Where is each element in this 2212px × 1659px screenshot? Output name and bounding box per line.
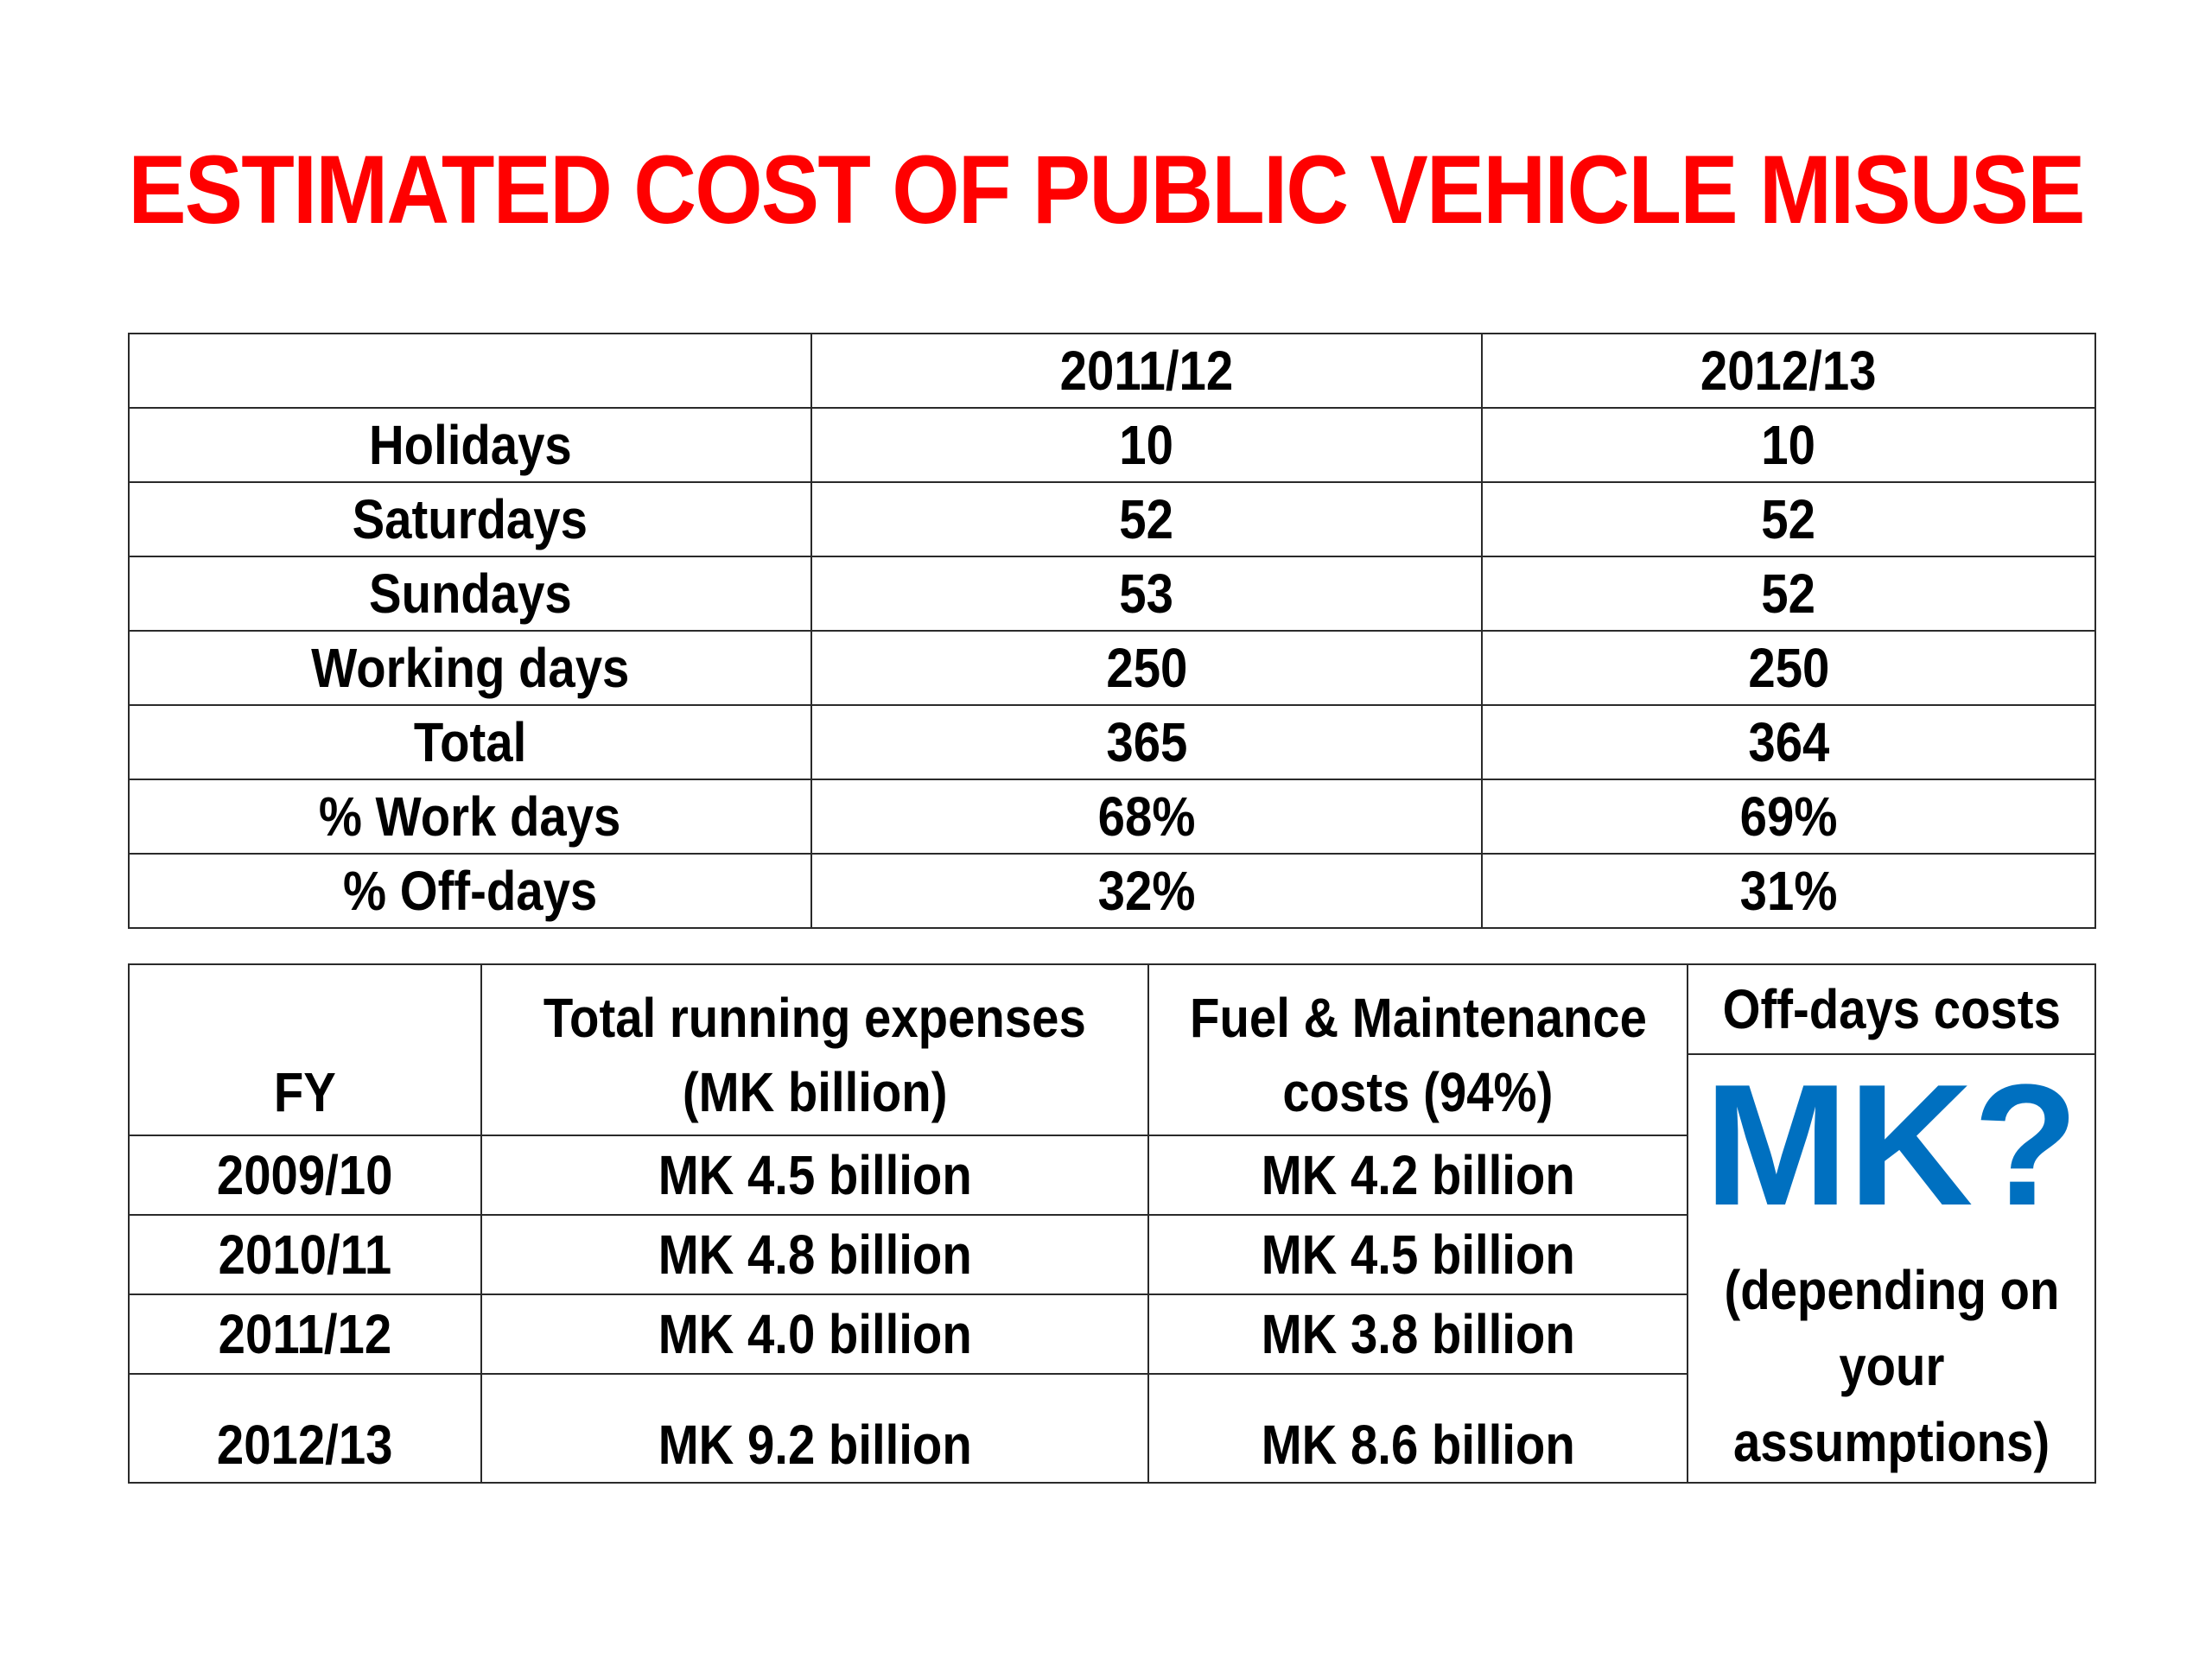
table-row: Total 365 364 [128, 704, 2096, 780]
cell-value: 31% [1481, 853, 2096, 929]
cell-value: 69% [1481, 779, 2096, 855]
table-row: 2012/13 MK 9.2 billion MK 8.6 billion [128, 1373, 2095, 1484]
table-row: 2010/11 MK 4.8 billion MK 4.5 billion [128, 1214, 2095, 1295]
cell-value: 10 [810, 407, 1483, 483]
cell-fy: 2011/12 [128, 1294, 482, 1375]
cell-value: 68% [810, 779, 1483, 855]
row-label: % Work days [128, 779, 812, 855]
row-label: Total [128, 704, 812, 780]
row-label: Sundays [128, 556, 812, 632]
table-row: Holidays 10 10 [128, 407, 2096, 483]
header-fy: FY [128, 963, 482, 1136]
table-row: % Work days 68% 69% [128, 779, 2096, 855]
header-cell: 2012/13 [1481, 333, 2096, 409]
cell-value: 53 [810, 556, 1483, 632]
cell-running: MK 4.5 billion [480, 1135, 1149, 1216]
header-fuel-maintenance: Fuel & Maintenance costs (94%) [1147, 963, 1688, 1136]
offdays-note: (depending on your assumptions) [1724, 1259, 2059, 1473]
header-offdays-costs: Off-days costs [1687, 963, 2096, 1055]
table-row: Working days 250 250 [128, 630, 2096, 706]
header-cell: 2011/12 [810, 333, 1483, 409]
cell-value: 365 [810, 704, 1483, 780]
cell-fuel: MK 8.6 billion [1147, 1373, 1688, 1484]
table-row: Saturdays 52 52 [128, 481, 2096, 557]
offdays-cost-cell: MK? (depending on your assumptions) [1687, 1049, 2096, 1484]
row-label: % Off-days [128, 853, 812, 929]
cell-running: MK 4.0 billion [480, 1294, 1149, 1375]
days-table: 2011/12 2012/13 Holidays 10 10 Saturdays… [128, 333, 2096, 929]
cell-value: 10 [1481, 407, 2096, 483]
row-label: Holidays [128, 407, 812, 483]
table-row: 2009/10 MK 4.5 billion MK 4.2 billion [128, 1135, 2095, 1216]
cell-running: MK 9.2 billion [480, 1373, 1149, 1484]
cell-fy: 2012/13 [128, 1373, 482, 1484]
table-row: 2011/12 MK 4.0 billion MK 3.8 billion [128, 1294, 2095, 1375]
cell-value: 250 [1481, 630, 2096, 706]
row-label: Saturdays [128, 481, 812, 557]
table-row: % Off-days 32% 31% [128, 853, 2096, 929]
cell-fuel: MK 3.8 billion [1147, 1294, 1688, 1375]
slide-title: ESTIMATED COST OF PUBLIC VEHICLE MISUSE [128, 136, 2085, 244]
cell-value: 364 [1481, 704, 2096, 780]
header-cell [128, 333, 812, 409]
cell-value: 250 [810, 630, 1483, 706]
cell-value: 52 [1481, 481, 2096, 557]
cell-value: 52 [810, 481, 1483, 557]
cell-fy: 2009/10 [128, 1135, 482, 1216]
offdays-value: MK? [1704, 1049, 2079, 1242]
row-label: Working days [128, 630, 812, 706]
header-running-expenses: Total running expenses (MK billion) [480, 963, 1149, 1136]
table-row: Sundays 53 52 [128, 556, 2096, 632]
costs-table: FY Total running expenses (MK billion) F… [128, 963, 2096, 1484]
cell-fuel: MK 4.5 billion [1147, 1214, 1688, 1295]
cell-value: 52 [1481, 556, 2096, 632]
cell-value: 32% [810, 853, 1483, 929]
cell-fy: 2010/11 [128, 1214, 482, 1295]
cell-running: MK 4.8 billion [480, 1214, 1149, 1295]
cell-fuel: MK 4.2 billion [1147, 1135, 1688, 1216]
table-header-row: 2011/12 2012/13 [128, 333, 2096, 409]
table-header-row: FY Total running expenses (MK billion) F… [128, 963, 2096, 1136]
